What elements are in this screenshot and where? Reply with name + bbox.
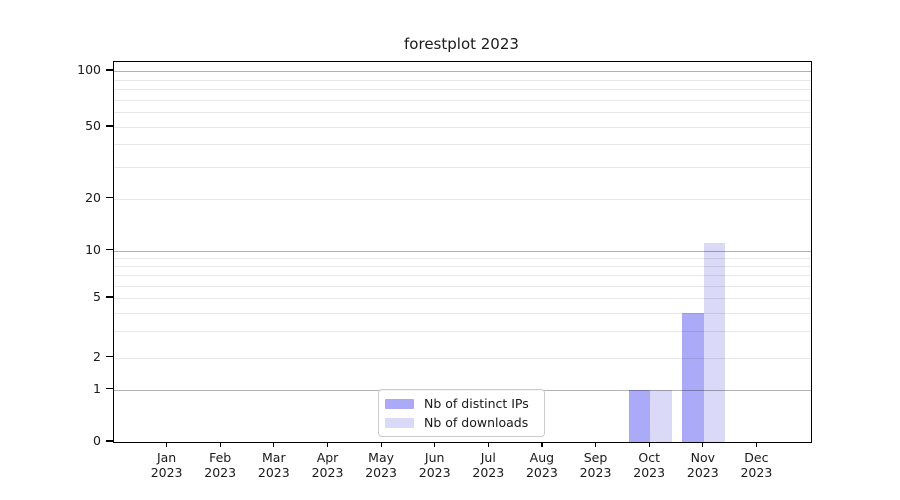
- x-tick-label-dec: Dec 2023: [740, 450, 773, 480]
- gridline-minor: [114, 112, 811, 114]
- legend: Nb of distinct IPs Nb of downloads: [378, 389, 545, 437]
- y-tick-mark: [106, 196, 113, 199]
- gridline-minor: [114, 127, 811, 128]
- x-tick-mark: [326, 442, 329, 447]
- chart-title: forestplot 2023: [404, 35, 519, 53]
- y-tick-label: 5: [93, 289, 101, 304]
- gridline-minor: [114, 144, 811, 146]
- y-tick-mark: [106, 355, 113, 358]
- y-tick-label: 10: [85, 241, 101, 257]
- x-tick-label-jul: Jul 2023: [472, 450, 505, 480]
- legend-label: Nb of distinct IPs: [424, 396, 529, 411]
- plot-area: [113, 61, 812, 443]
- legend-swatch-nb-of-downloads: [385, 417, 414, 428]
- y-tick-label: 50: [85, 118, 101, 133]
- gridline-minor: [114, 89, 811, 90]
- x-tick-mark: [273, 442, 275, 447]
- grid-layer: [114, 62, 811, 442]
- gridline-minor: [114, 357, 811, 359]
- y-tick-label: 2: [93, 348, 101, 364]
- y-tick-mark: [106, 387, 113, 390]
- x-tick-label-jan: Jan 2023: [150, 450, 183, 480]
- y-tick-label: 20: [85, 189, 101, 205]
- y-tick-mark: [106, 440, 113, 442]
- gridline-minor: [114, 298, 811, 299]
- gridline-major: [114, 71, 811, 72]
- x-tick-label-may: May 2023: [365, 450, 397, 480]
- bar-oct-nb-of-distinct-ips: [628, 389, 651, 442]
- x-tick-label-aug: Aug 2023: [525, 450, 558, 480]
- legend-swatch-nb-of-distinct-ips: [385, 398, 414, 409]
- legend-label: Nb of downloads: [424, 415, 529, 430]
- gridline-minor: [114, 274, 811, 276]
- x-tick-label-apr: Apr 2023: [311, 450, 344, 480]
- bar-nov-nb-of-downloads: [703, 243, 726, 442]
- y-tick-label: 0: [93, 433, 101, 448]
- bar-oct-nb-of-downloads: [650, 389, 672, 442]
- gridline-minor: [114, 285, 811, 287]
- gridline-minor: [114, 331, 811, 333]
- gridline-minor: [114, 198, 811, 200]
- gridline-minor: [114, 79, 811, 81]
- gridline-minor: [114, 99, 811, 101]
- x-tick-mark: [166, 442, 168, 447]
- x-tick-mark: [219, 442, 221, 447]
- x-tick-label-mar: Mar 2023: [257, 450, 290, 480]
- y-tick-mark: [106, 296, 113, 298]
- gridline-minor: [114, 265, 811, 267]
- bars-layer: [114, 62, 811, 442]
- legend-item-nb-of-downloads: Nb of downloads: [385, 415, 544, 430]
- x-tick-label-nov: Nov 2023: [686, 450, 719, 480]
- y-tick-label: 100: [77, 62, 101, 77]
- x-tick-mark: [755, 442, 758, 447]
- bar-nov-nb-of-distinct-ips: [682, 312, 704, 442]
- gridline-minor: [114, 166, 811, 168]
- x-tick-mark: [648, 442, 650, 447]
- x-tick-label-feb: Feb 2023: [204, 450, 237, 480]
- x-tick-mark: [594, 442, 597, 447]
- x-tick-mark: [702, 442, 704, 447]
- gridline-minor: [114, 257, 811, 259]
- gridline-minor: [114, 312, 811, 314]
- x-tick-mark: [541, 442, 543, 447]
- y-tick-mark: [106, 69, 113, 71]
- legend-item-nb-of-distinct-ips: Nb of distinct IPs: [385, 396, 544, 411]
- x-tick-label-jun: Jun 2023: [418, 450, 451, 480]
- x-tick-label-oct: Oct 2023: [633, 450, 666, 480]
- y-tick-mark: [106, 248, 113, 251]
- x-tick-mark: [434, 442, 436, 447]
- x-tick-mark: [487, 442, 489, 447]
- y-tick-mark: [106, 125, 113, 127]
- x-tick-label-sep: Sep 2023: [579, 450, 612, 480]
- gridline-major: [114, 250, 811, 252]
- x-tick-mark: [380, 442, 382, 447]
- y-tick-label: 1: [93, 380, 101, 396]
